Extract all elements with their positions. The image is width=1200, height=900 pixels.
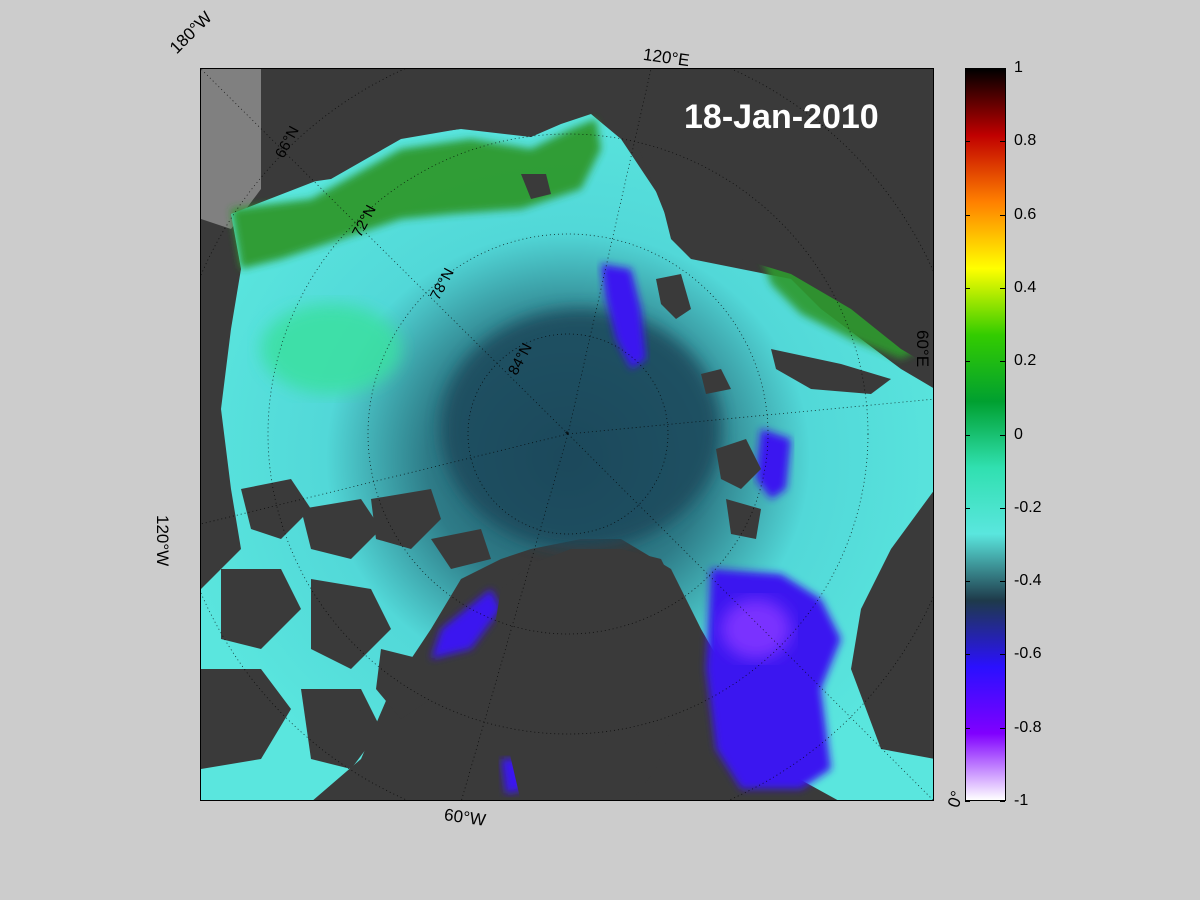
colorbar-tick-mark bbox=[1000, 507, 1005, 509]
central-arctic-anomaly bbox=[441, 309, 721, 549]
outside-region bbox=[201, 69, 261, 229]
lon-label-60e: 60°E bbox=[913, 330, 932, 368]
lon-label-120w: 120°W bbox=[153, 515, 172, 567]
colorbar-tick-mark bbox=[1000, 141, 1005, 143]
strong-negative-laptev bbox=[601, 264, 646, 369]
colorbar-tick-label: -0.4 bbox=[1014, 572, 1042, 590]
positive-anomaly-band bbox=[231, 119, 601, 269]
colorbar-tick-mark bbox=[1000, 801, 1005, 802]
date-label: 18-Jan-2010 bbox=[684, 98, 879, 136]
canadian-archipelago bbox=[201, 479, 491, 769]
north-pole-marker: * bbox=[565, 430, 569, 441]
siberia-coast bbox=[261, 69, 561, 189]
colorbar-tick-mark bbox=[965, 434, 970, 436]
lon-label-60w: 60°W bbox=[442, 805, 487, 830]
colorbar-tick-label: -0.8 bbox=[1014, 718, 1042, 736]
colorbar-tick-mark bbox=[965, 361, 970, 363]
sea-ice-map: * bbox=[200, 68, 934, 801]
colorbar-tick-mark bbox=[1000, 654, 1005, 656]
colorbar-tick-mark bbox=[965, 801, 970, 802]
colorbar-tick-label: 0 bbox=[1014, 425, 1023, 443]
strong-negative-baffin bbox=[431, 589, 501, 659]
graticule bbox=[201, 69, 933, 800]
colorbar-tick-mark bbox=[1000, 434, 1005, 436]
colorbar-tick-mark bbox=[965, 727, 970, 729]
strong-negative-greenland-sea bbox=[706, 569, 841, 789]
colorbar-tick-mark bbox=[1000, 727, 1005, 729]
colorbar bbox=[965, 68, 1006, 801]
colorbar-tick-mark bbox=[1000, 361, 1005, 363]
colorbar-tick-label: 0.6 bbox=[1014, 205, 1037, 223]
colorbar-tick-mark bbox=[1000, 68, 1005, 69]
near-zero-anomaly-area bbox=[261, 304, 401, 394]
colorbar-tick-label: -0.2 bbox=[1014, 498, 1042, 516]
colorbar-tick-label: -1 bbox=[1014, 792, 1029, 809]
strong-negative-kara bbox=[756, 429, 791, 499]
scandinavia-landmass bbox=[851, 491, 933, 759]
colorbar-tick-mark bbox=[965, 507, 970, 509]
colorbar-tick-mark bbox=[1000, 214, 1005, 216]
svalbard-islands bbox=[701, 369, 761, 539]
colorbar-tick-label: 0.4 bbox=[1014, 278, 1037, 296]
colorbar-tick-mark bbox=[965, 581, 970, 583]
colorbar-tick-label: -0.6 bbox=[1014, 645, 1042, 663]
lon-label-180w: 180°W bbox=[166, 7, 216, 58]
colorbar-tick-mark bbox=[965, 287, 970, 289]
novaya-zemlya bbox=[771, 349, 891, 394]
colorbar-tick-mark bbox=[965, 654, 970, 656]
greenland-landmass bbox=[496, 549, 676, 800]
map-canvas: * bbox=[201, 69, 933, 800]
colorbar-tick-label: 1 bbox=[1014, 59, 1023, 76]
severnaya-zemlya bbox=[656, 274, 691, 319]
colorbar-tick-label: 0.8 bbox=[1014, 132, 1037, 150]
new-siberian-islands bbox=[521, 174, 551, 199]
colorbar-tick-mark bbox=[965, 141, 970, 143]
colorbar-tick-mark bbox=[1000, 287, 1005, 289]
colorbar-tick-label: 0.2 bbox=[1014, 352, 1037, 370]
colorbar-tick-mark bbox=[965, 68, 970, 69]
colorbar-tick-mark bbox=[1000, 581, 1005, 583]
peak-negative-anomaly bbox=[721, 599, 791, 659]
colorbar-tick-mark bbox=[965, 214, 970, 216]
